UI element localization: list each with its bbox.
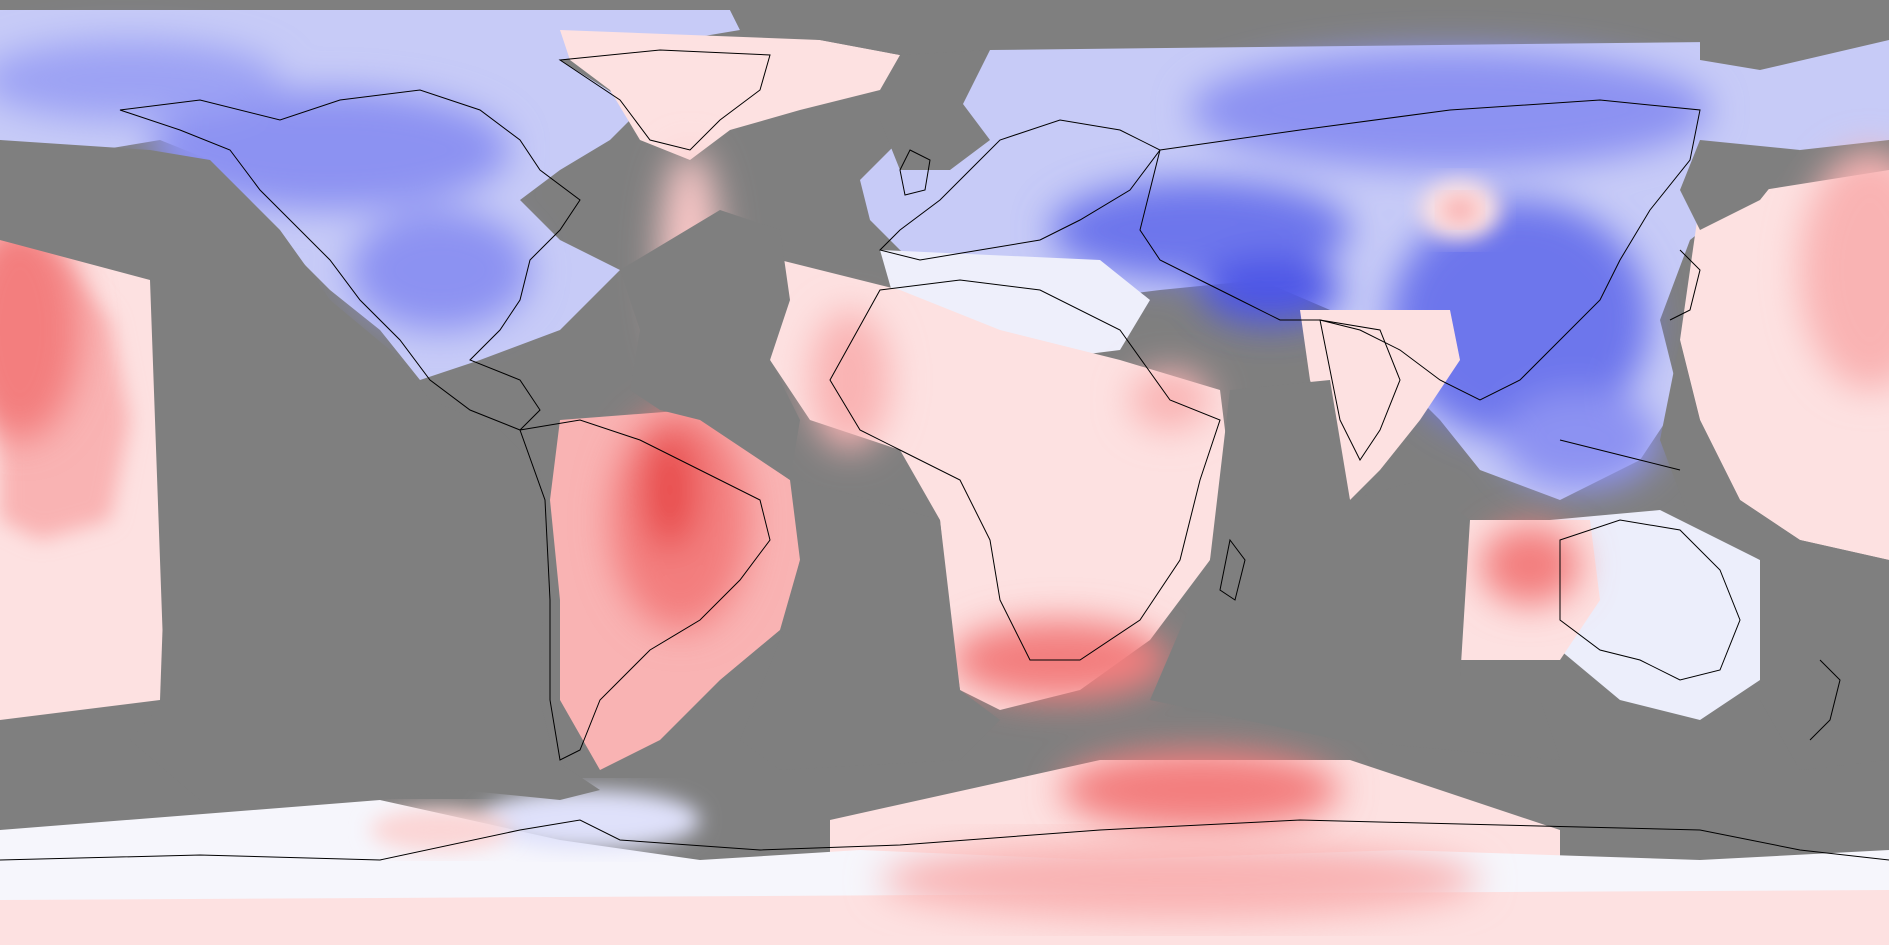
se-asia-cold-core	[1500, 390, 1660, 490]
north-sea-gap	[880, 100, 990, 170]
coast-africa	[829, 279, 1221, 661]
coast-japan	[1669, 249, 1701, 321]
cold-anomaly-cores	[0, 40, 1710, 490]
coast-uk	[899, 149, 931, 196]
w-pacific-hot-core	[1800, 150, 1889, 390]
south-atlantic-gap	[740, 480, 1000, 770]
coast-indonesia	[1559, 439, 1681, 471]
arctic-gap-left	[730, 10, 990, 55]
coast-europe	[879, 119, 1161, 261]
himalaya-cold-core	[1200, 255, 1340, 325]
antarctica-warm-core	[880, 840, 1480, 920]
coast-greenland	[558, 49, 771, 151]
west-pacific-gap	[1660, 340, 1889, 770]
antarctic-peninsula-cool	[480, 790, 700, 850]
hot-anomaly-cores	[0, 150, 1889, 830]
west-africa-hot	[810, 310, 890, 450]
canada-cold-core	[150, 90, 510, 210]
antarctic-hot-core	[1060, 750, 1340, 830]
coast-india	[1319, 319, 1401, 461]
greenland-warm-region	[560, 30, 900, 160]
north-pacific-gap	[0, 140, 600, 800]
central-asia-cold-core	[1050, 180, 1350, 280]
coast-south-america	[519, 419, 771, 761]
coast-asia	[1139, 99, 1701, 401]
antarctic-band	[0, 790, 1889, 945]
coast-antarctica	[0, 819, 1889, 861]
eurasia-cold-region	[860, 40, 1889, 500]
coast-new-zealand	[1809, 659, 1841, 741]
coast-australia	[1559, 519, 1741, 681]
us-cold-core	[350, 210, 530, 330]
arctic-gap-right	[1700, 10, 1889, 70]
ross-sea-warm	[370, 808, 510, 852]
w-australia-hot-core	[1480, 525, 1580, 605]
no-data-patches	[0, 10, 1889, 800]
kamchatka-gap	[1680, 140, 1800, 230]
north-atlantic-gap	[620, 210, 800, 480]
coast-madagascar	[1219, 538, 1246, 601]
china-cold-core	[1390, 200, 1650, 440]
pacific-hot-core	[0, 220, 80, 440]
brazil-hot-center	[642, 430, 698, 550]
arctic-cold-core	[0, 40, 280, 120]
australia-neutral	[1550, 510, 1760, 720]
indian-ocean-gap	[1150, 380, 1560, 760]
mongolia-warm-center	[1442, 196, 1478, 224]
coast-north-america	[119, 89, 581, 431]
coastlines	[0, 49, 1889, 861]
